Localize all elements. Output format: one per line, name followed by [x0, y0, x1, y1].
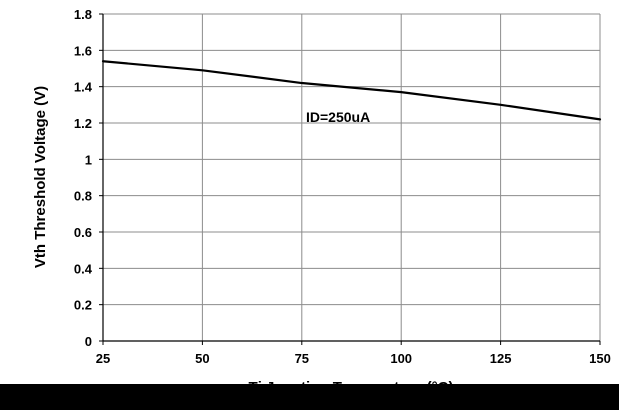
x-tick-label: 75	[295, 351, 309, 366]
y-tick-labels-group: 0 0.2 0.4 0.6 0.8 1 1.2 1.4 1.6 1.8	[74, 7, 103, 349]
y-tick-label: 1.2	[74, 116, 92, 131]
series-group	[101, 60, 602, 121]
x-tick-label: 25	[96, 351, 110, 366]
y-tick-label: 0	[85, 334, 92, 349]
x-tick-label: 125	[490, 351, 512, 366]
series-line	[101, 60, 602, 121]
y-tick-label: 1.6	[74, 43, 92, 58]
x-tick-label: 50	[195, 351, 209, 366]
grid-group	[102, 13, 601, 342]
chart-annotation: ID=250uA	[306, 109, 370, 125]
y-tick-label: 0.2	[74, 298, 92, 313]
x-tick-labels-group: 25 50 75 100 125 150	[96, 341, 611, 366]
x-tick-label: 100	[390, 351, 412, 366]
y-tick-label: 0.6	[74, 225, 92, 240]
plot-background-group	[103, 14, 600, 341]
plot-area	[103, 14, 600, 341]
x-tick-label: 150	[589, 351, 611, 366]
bottom-redaction-bar	[0, 384, 619, 410]
y-tick-label: 1.8	[74, 7, 92, 22]
y-tick-label: 1.4	[74, 80, 93, 95]
y-axis-label: Vth Threshold Voltage (V)	[32, 86, 49, 268]
y-tick-label: 1	[85, 152, 92, 167]
y-tick-label: 0.8	[74, 189, 92, 204]
y-tick-label: 0.4	[74, 261, 93, 276]
